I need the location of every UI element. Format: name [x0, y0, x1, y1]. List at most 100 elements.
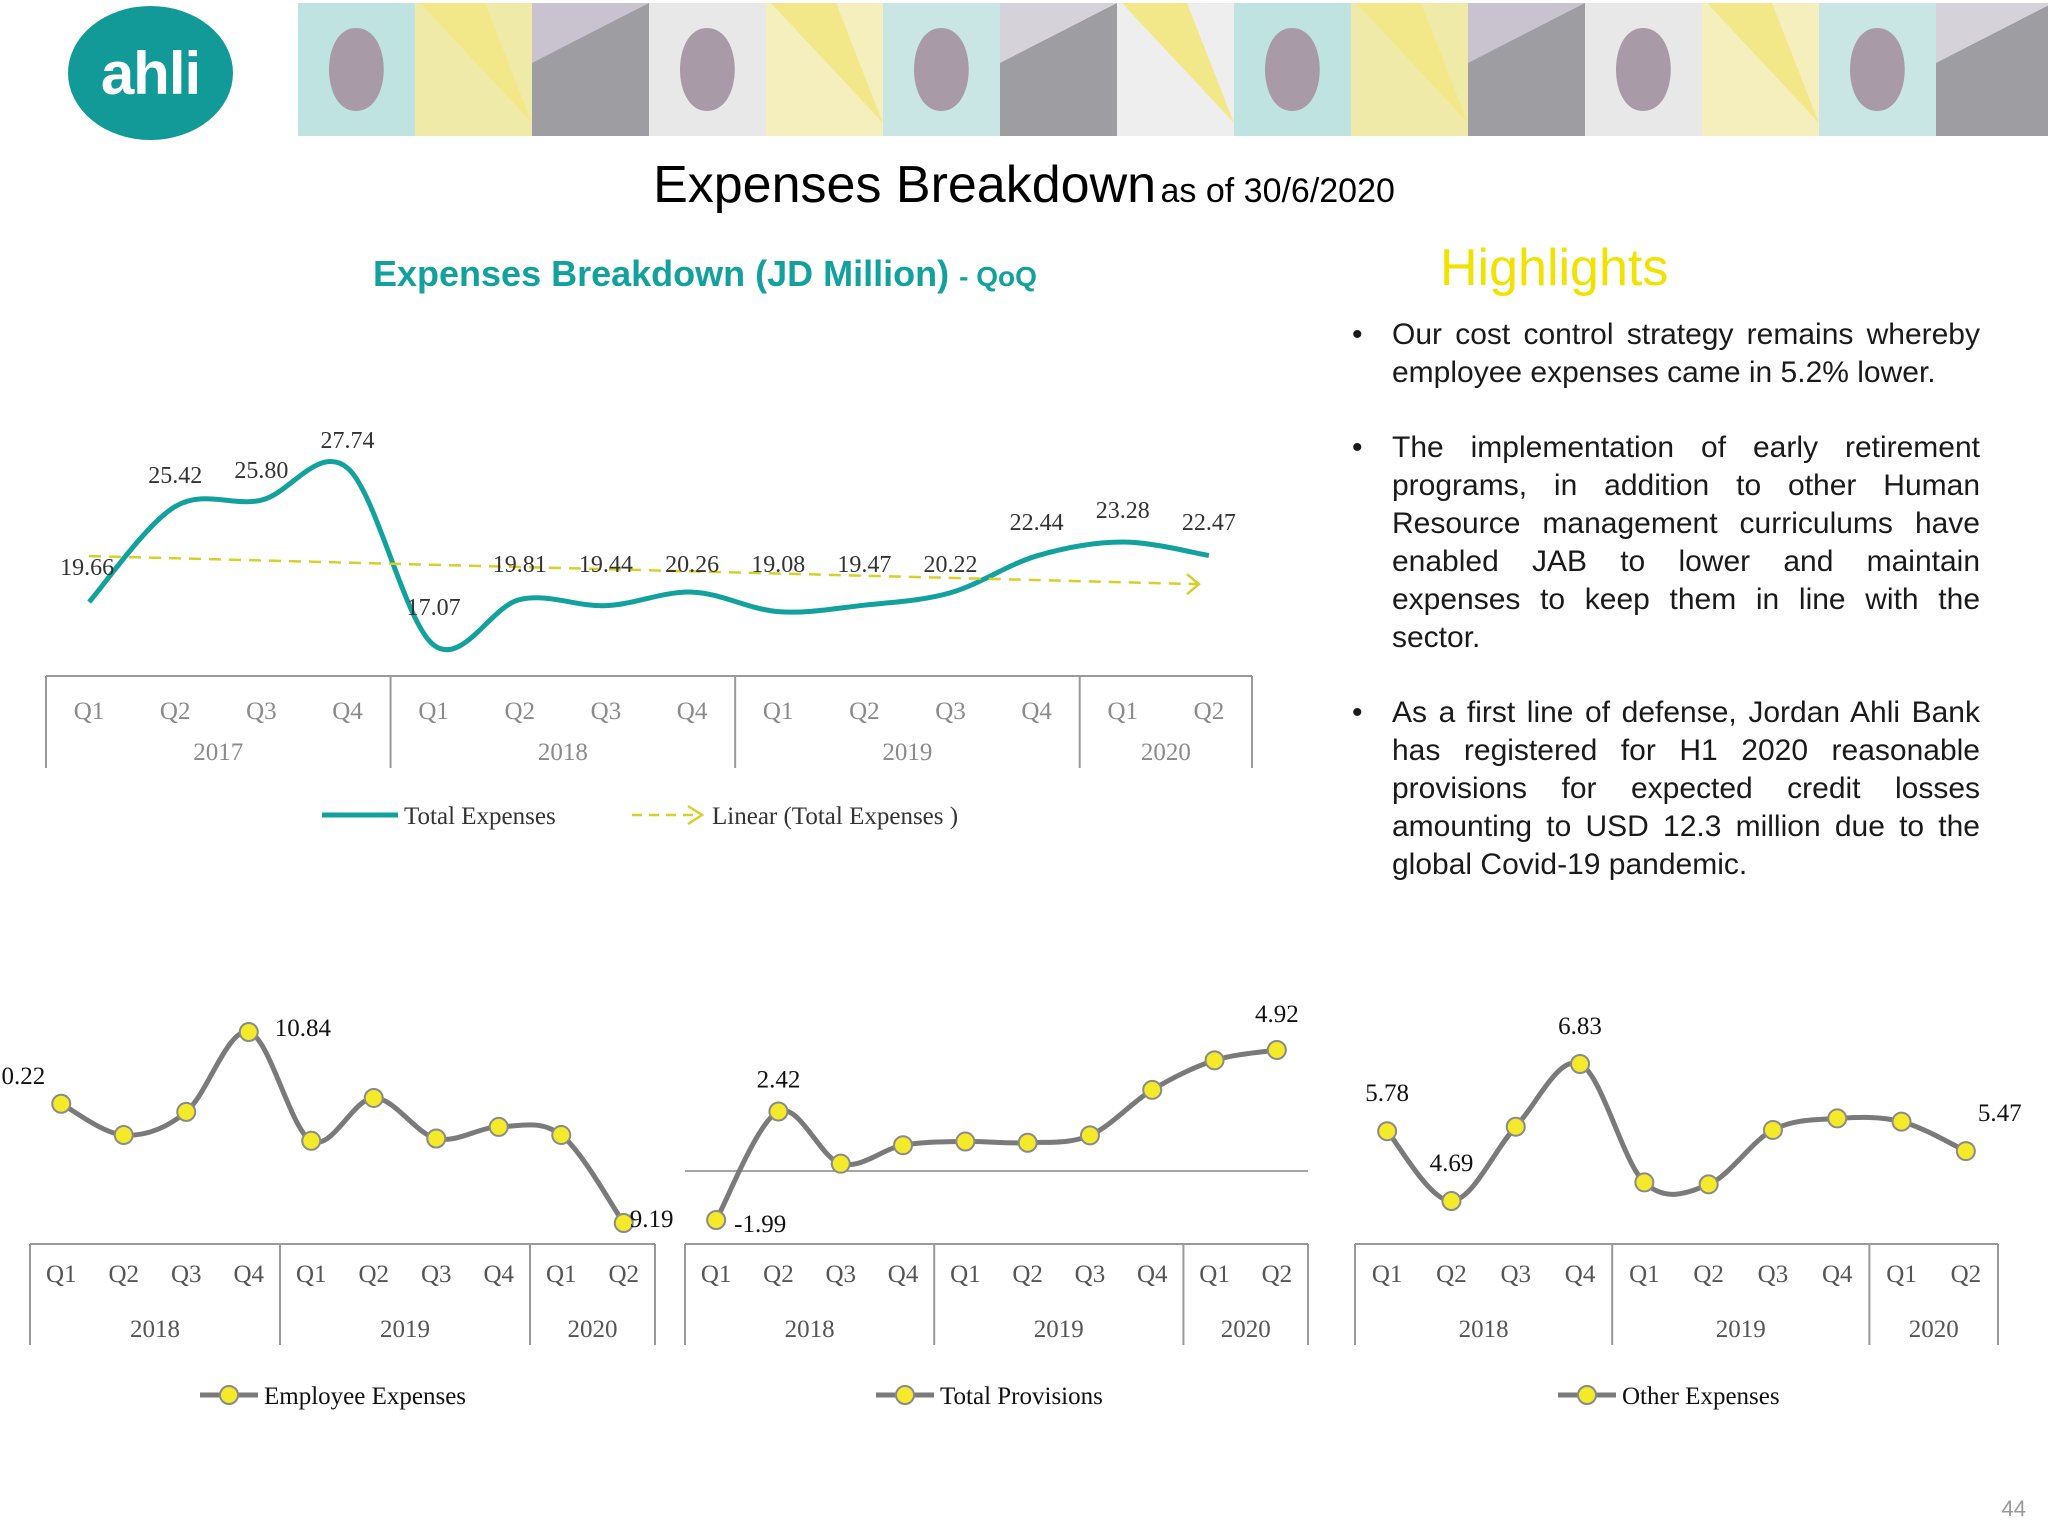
data-label: 19.44 — [579, 552, 633, 578]
banner-tile — [1234, 3, 1351, 136]
banner-shape-icon — [771, 3, 883, 123]
page-title-main: Expenses Breakdown — [653, 156, 1157, 214]
x-tick-label: Q2 — [160, 698, 191, 725]
data-label: 23.28 — [1096, 498, 1150, 524]
banner-shape-icon — [1936, 5, 2048, 136]
banner-tile — [1936, 3, 2048, 136]
data-label: 17.07 — [407, 595, 461, 621]
data-point-marker — [955, 1131, 976, 1152]
main-chart-title: Expenses Breakdown (JD Million) - QoQ — [373, 253, 1037, 295]
banner-tile — [1702, 3, 1819, 136]
data-label: 25.80 — [234, 458, 288, 484]
data-point-marker — [1505, 1116, 1526, 1137]
data-point-marker — [1204, 1050, 1225, 1071]
x-tick-label: Q2 — [1012, 1261, 1043, 1288]
page-title-date: as of 30/6/2020 — [1160, 172, 1395, 210]
x-group-label: 2020 — [1141, 739, 1191, 766]
x-tick-label: Q4 — [888, 1261, 919, 1288]
x-tick-label: Q2 — [1436, 1261, 1467, 1288]
x-tick-label: Q1 — [46, 1261, 77, 1288]
banner-shape-icon — [1616, 28, 1671, 111]
x-tick-label: Q4 — [1822, 1261, 1853, 1288]
banner-tile — [532, 3, 649, 136]
x-tick-label: Q3 — [246, 698, 277, 725]
data-point-marker — [1441, 1191, 1462, 1211]
ahli-logo: ahli — [68, 6, 233, 140]
x-tick-label: Q1 — [1629, 1261, 1660, 1288]
legend-label: Other Expenses — [1622, 1383, 1780, 1410]
data-point-marker — [1827, 1108, 1848, 1129]
x-group-label: 2020 — [1221, 1316, 1271, 1343]
series-line — [60, 1029, 626, 1225]
data-point-marker — [706, 1210, 727, 1230]
data-point-marker — [363, 1087, 384, 1108]
data-label: 22.44 — [1010, 510, 1064, 536]
highlight-text: As a first line of defense, Jordan Ahli … — [1392, 696, 1980, 881]
x-tick-label: Q1 — [1199, 1261, 1230, 1288]
data-point-marker — [238, 1022, 259, 1042]
x-tick-label: Q2 — [1951, 1261, 1982, 1288]
data-label: 2.42 — [757, 1067, 801, 1094]
x-tick-label: Q3 — [171, 1261, 202, 1288]
x-tick-label: Q3 — [825, 1261, 856, 1288]
data-label: 4.92 — [1255, 1001, 1299, 1028]
x-tick-label: Q3 — [1075, 1261, 1106, 1288]
data-label: 22.47 — [1182, 510, 1236, 536]
x-tick-label: Q2 — [763, 1261, 794, 1288]
x-tick-label: Q4 — [1021, 698, 1052, 725]
x-tick-label: Q2 — [358, 1261, 389, 1288]
trend-line — [89, 554, 1199, 586]
data-point-marker — [113, 1125, 134, 1146]
banner-shape-icon — [1122, 3, 1234, 123]
x-tick-label: Q3 — [421, 1261, 452, 1288]
highlight-text: The implementation of early retirement p… — [1392, 431, 1980, 654]
highlight-item: • The implementation of early retirement … — [1352, 429, 1980, 657]
banner-tile — [1351, 3, 1468, 136]
x-tick-label: Q1 — [763, 698, 794, 725]
data-label: 5.47 — [1978, 1100, 2022, 1127]
data-label: 20.26 — [665, 552, 719, 578]
data-point-marker — [301, 1130, 322, 1151]
x-group-label: 2019 — [882, 739, 932, 766]
data-point-marker — [830, 1153, 851, 1174]
decorative-banner — [298, 3, 2048, 136]
banner-tile — [649, 3, 766, 136]
x-tick-label: Q2 — [1693, 1261, 1724, 1288]
main-chart-title-suffix: - QoQ — [959, 261, 1037, 292]
data-point-marker — [1017, 1132, 1038, 1153]
logo-text: ahli — [100, 39, 201, 107]
x-tick-label: Q1 — [1108, 698, 1139, 725]
x-group-label: 2019 — [1034, 1316, 1084, 1343]
x-group-label: 2019 — [1716, 1316, 1766, 1343]
data-point-marker — [176, 1101, 197, 1122]
data-point-marker — [1634, 1172, 1655, 1193]
x-tick-label: Q1 — [701, 1261, 732, 1288]
banner-tile — [1000, 3, 1117, 136]
data-point-marker — [1955, 1141, 1976, 1162]
banner-shape-icon — [914, 28, 969, 111]
series-line — [1385, 1060, 1967, 1204]
banner-tile — [883, 3, 1000, 136]
data-point-marker — [613, 1213, 634, 1233]
data-label: 27.74 — [321, 428, 375, 454]
banner-tile — [298, 3, 415, 136]
banner-shape-icon — [1850, 28, 1905, 111]
legend-trend-arrow-icon — [687, 804, 705, 826]
data-label: 5.78 — [1365, 1080, 1409, 1107]
banner-tile — [1585, 3, 1702, 136]
legend-total-expenses-label: Total Expenses — [404, 803, 556, 830]
x-tick-label: Q4 — [233, 1261, 264, 1288]
x-tick-label: Q3 — [1758, 1261, 1789, 1288]
x-tick-label: Q2 — [1262, 1261, 1293, 1288]
banner-tile — [766, 3, 883, 136]
banner-shape-icon — [680, 28, 735, 111]
total-expenses-line — [87, 459, 1210, 653]
data-point-marker — [1891, 1111, 1912, 1132]
x-group-label: 2020 — [568, 1316, 618, 1343]
x-group-label: 2018 — [1459, 1316, 1509, 1343]
banner-tile — [1819, 3, 1936, 136]
banner-shape-icon — [1265, 28, 1320, 111]
data-point-marker — [426, 1128, 447, 1149]
data-point-marker — [1698, 1174, 1719, 1195]
